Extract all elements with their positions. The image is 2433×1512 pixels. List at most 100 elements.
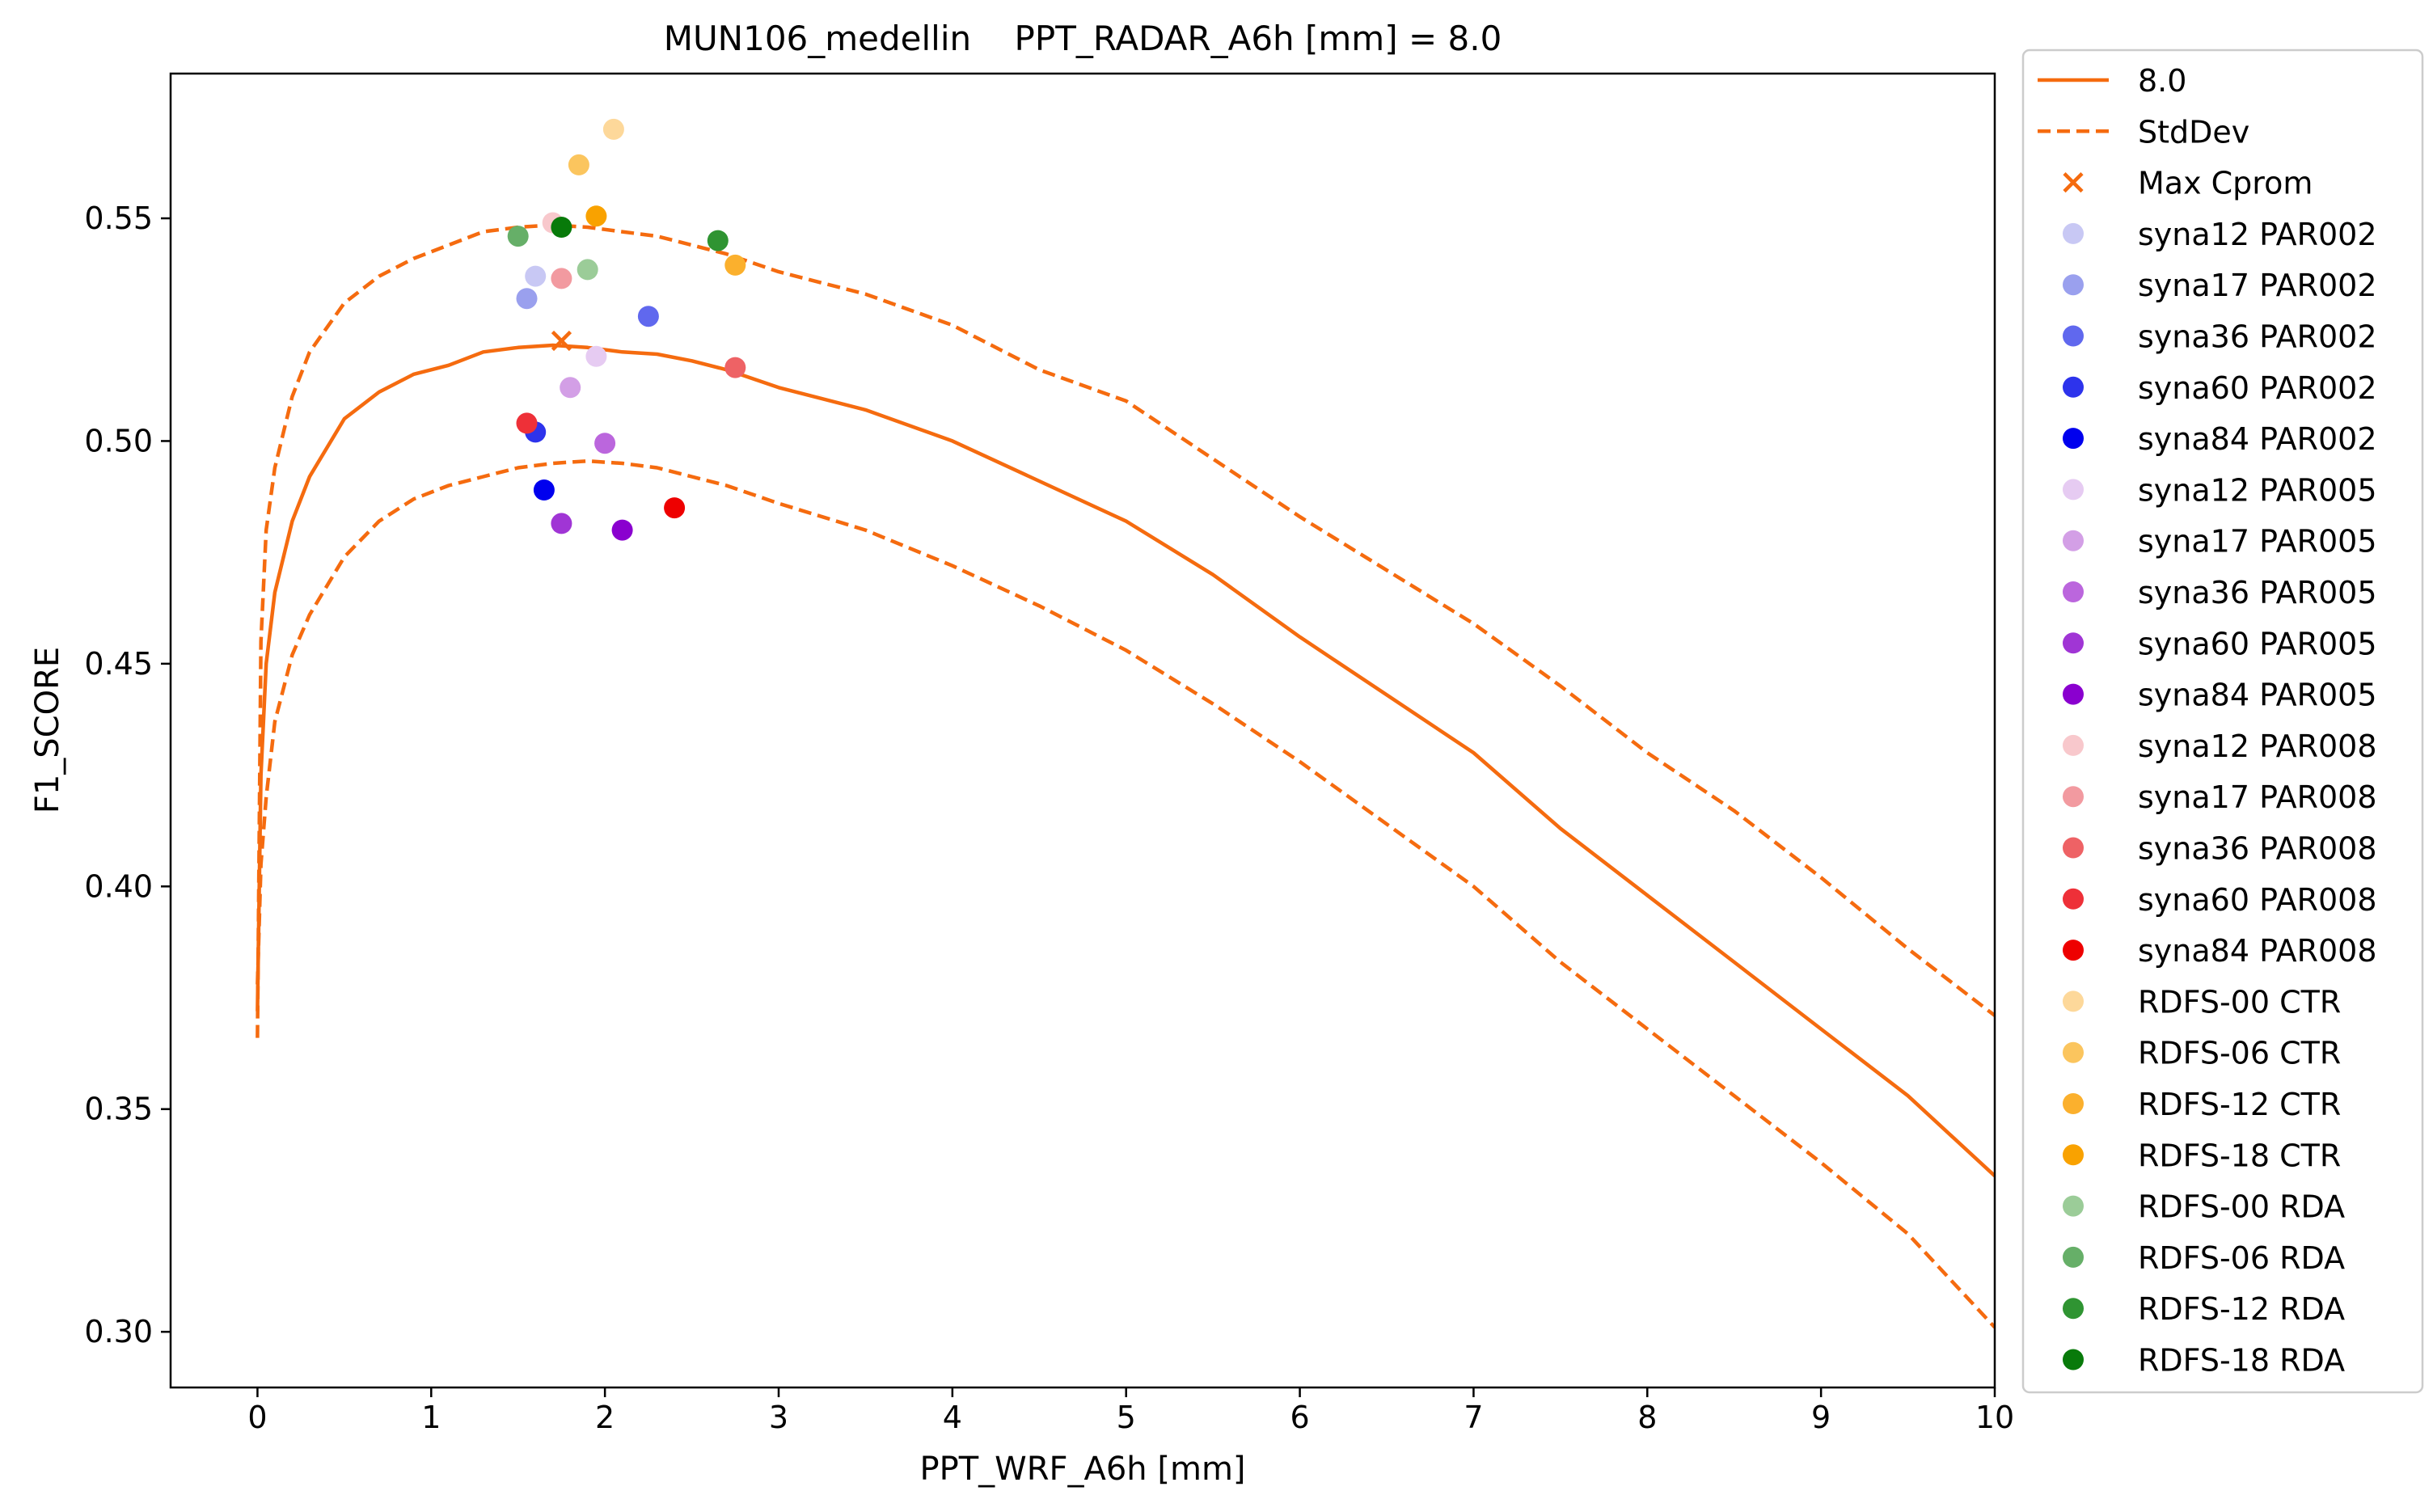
- x-tick-label: 7: [1464, 1400, 1483, 1435]
- data-point-8: [533, 479, 555, 500]
- legend-label: syna17 PAR002: [2138, 268, 2377, 303]
- legend-label: 8.0: [2138, 63, 2186, 99]
- legend-label: syna36 PAR005: [2138, 575, 2377, 610]
- data-point-13: [611, 519, 633, 541]
- legend-label: RDFS-06 CTR: [2138, 1036, 2341, 1071]
- legend-label: syna12 PAR002: [2138, 217, 2377, 252]
- y-tick-label: 0.30: [84, 1314, 153, 1349]
- legend-swatch: [2063, 1093, 2084, 1114]
- data-point-5: [516, 288, 538, 310]
- legend-item: syna60 PAR008: [2063, 882, 2377, 918]
- legend-item: syna36 PAR002: [2063, 319, 2377, 355]
- x-tick-label: 9: [1811, 1400, 1831, 1435]
- legend-swatch: [2063, 1298, 2084, 1320]
- x-tick-label: 2: [595, 1400, 615, 1435]
- legend-item: 8.0: [2038, 63, 2186, 99]
- legend-item: StdDev: [2038, 114, 2249, 150]
- y-axis-label: F1_SCORE: [29, 647, 66, 813]
- legend-label: syna17 PAR008: [2138, 779, 2377, 815]
- legend-item: RDFS-06 CTR: [2063, 1036, 2341, 1071]
- legend-swatch: [2063, 274, 2084, 296]
- legend-item: RDFS-12 RDA: [2063, 1291, 2345, 1327]
- y-tick-label: 0.45: [84, 646, 153, 682]
- chart-title: MUN106_medellin PPT_RADAR_A6h [mm] = 8.0: [664, 19, 1502, 58]
- legend-item: syna60 PAR002: [2063, 370, 2377, 406]
- data-point-6: [637, 306, 659, 327]
- legend-swatch: [2063, 1246, 2084, 1268]
- data-point-18: [664, 497, 686, 519]
- legend-item: syna12 PAR005: [2063, 472, 2377, 508]
- legend-label: syna12 PAR008: [2138, 729, 2377, 764]
- legend-item: RDFS-06 RDA: [2063, 1240, 2345, 1276]
- legend-swatch: [2063, 530, 2084, 551]
- legend-label: syna84 PAR008: [2138, 933, 2377, 969]
- legend-swatch: [2063, 325, 2084, 347]
- data-point-15: [551, 268, 572, 289]
- legend-swatch: [2063, 479, 2084, 500]
- data-point-20: [568, 154, 589, 175]
- legend-item: RDFS-18 RDA: [2063, 1343, 2345, 1379]
- y-axis: 0.30 0.35 0.40 0.45 0.50 0.55: [84, 201, 171, 1349]
- legend-label: syna17 PAR005: [2138, 524, 2377, 560]
- legend-item: syna60 PAR005: [2063, 626, 2377, 661]
- legend-label: syna84 PAR005: [2138, 678, 2377, 713]
- legend-item: RDFS-00 CTR: [2063, 984, 2341, 1020]
- legend-item: syna84 PAR005: [2063, 678, 2377, 713]
- legend-label: RDFS-12 RDA: [2138, 1291, 2345, 1327]
- legend-swatch: [2063, 376, 2084, 398]
- y-tick-label: 0.35: [84, 1092, 153, 1127]
- legend-item: syna84 PAR008: [2063, 933, 2377, 969]
- legend-label: syna12 PAR005: [2138, 472, 2377, 508]
- series-line-0: [256, 343, 1995, 1177]
- legend-item: syna84 PAR002: [2063, 421, 2377, 457]
- legend-swatch: [2063, 1144, 2084, 1166]
- legend-swatch: [2063, 940, 2084, 961]
- legend-item: RDFS-12 CTR: [2063, 1087, 2341, 1122]
- legend-frame: [2021, 49, 2424, 1394]
- legend-item: syna36 PAR005: [2063, 575, 2377, 610]
- legend-label: syna84 PAR002: [2138, 421, 2377, 457]
- data-point-22: [585, 205, 607, 227]
- legend-label: RDFS-00 CTR: [2138, 984, 2341, 1020]
- legend-label: syna60 PAR002: [2138, 370, 2377, 406]
- legend-swatch: [2063, 222, 2084, 244]
- legend-swatch: [2063, 1195, 2084, 1217]
- legend-swatch: [2063, 1349, 2084, 1371]
- legend-label: RDFS-18 CTR: [2138, 1138, 2341, 1173]
- legend-label: syna60 PAR005: [2138, 626, 2377, 661]
- legend-swatch: [2063, 837, 2084, 859]
- legend-swatch: [2063, 172, 2084, 193]
- x-tick-label: 5: [1117, 1400, 1136, 1435]
- legend-swatch: [2063, 734, 2084, 756]
- legend-item: RDFS-00 RDA: [2063, 1189, 2345, 1225]
- y-tick-label: 0.55: [84, 201, 153, 236]
- plot-area: [256, 118, 1995, 1329]
- legend-item: syna17 PAR008: [2063, 779, 2377, 815]
- x-tick-label: 4: [943, 1400, 962, 1435]
- legend-swatch: [2063, 1041, 2084, 1063]
- data-point-25: [707, 230, 729, 251]
- legend-label: RDFS-12 CTR: [2138, 1087, 2341, 1122]
- legend-item: syna17 PAR002: [2063, 268, 2377, 303]
- legend-label: RDFS-18 RDA: [2138, 1343, 2345, 1379]
- legend-item: syna12 PAR002: [2063, 217, 2377, 252]
- legend-label: RDFS-00 RDA: [2138, 1189, 2345, 1225]
- legend-swatch: [2063, 428, 2084, 450]
- data-point-16: [724, 357, 746, 378]
- data-point-26: [551, 217, 572, 238]
- data-point-23: [577, 259, 598, 281]
- data-point-10: [560, 377, 581, 399]
- legend-swatch: [2063, 632, 2084, 654]
- x-axis: 0 1 2 3 4 5 6 7 8 9 10: [247, 1387, 2014, 1435]
- legend-label: Max Cprom: [2138, 166, 2313, 201]
- legend-item: Max Cprom: [2063, 166, 2313, 201]
- x-tick-label: 3: [769, 1400, 788, 1435]
- legend-label: RDFS-06 RDA: [2138, 1240, 2345, 1276]
- legend-label: StdDev: [2138, 114, 2249, 150]
- legend-item: RDFS-18 CTR: [2063, 1138, 2341, 1173]
- legend-swatch: [2063, 990, 2084, 1012]
- legend-label: syna36 PAR008: [2138, 831, 2377, 867]
- data-point-11: [594, 433, 616, 454]
- x-tick-label: 6: [1290, 1400, 1309, 1435]
